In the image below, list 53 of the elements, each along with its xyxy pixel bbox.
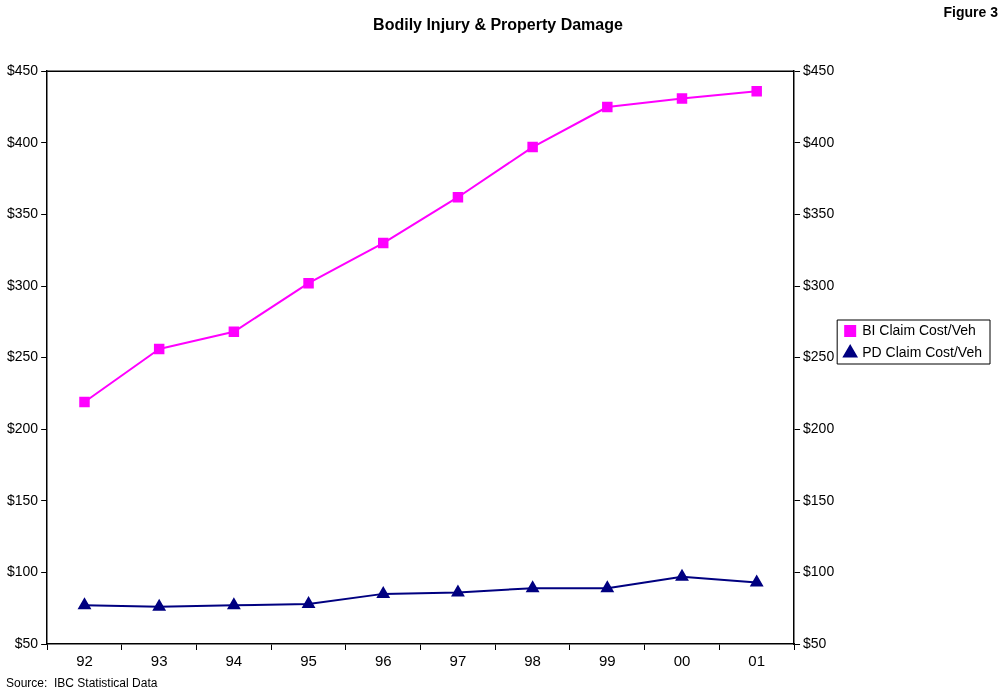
point [675,569,689,581]
caption: Figure 3 [943,3,999,20]
x-tick-label: 94 [225,652,243,670]
point [750,575,763,587]
point [602,101,613,113]
point [452,191,464,203]
y2-tick-label: $200 [803,420,835,437]
chart-title: Bodily Injury & Property Damage [373,16,624,34]
point [451,585,465,597]
point [527,141,538,153]
y-tick-label: $50 [14,634,39,651]
y2-tick-label: $450 [803,62,835,79]
y-tick-label: $250 [6,348,39,365]
x-tick-label: 92 [76,652,93,670]
y-tick-label: $450 [6,62,39,79]
x-tick-label: 00 [673,652,691,670]
x-tick-label: 93 [150,652,168,670]
y-tick-label: $300 [6,276,39,293]
point [153,343,165,355]
x-tick-label: 99 [598,652,616,670]
point [377,586,390,598]
point [676,93,688,104]
point [526,581,539,593]
point [378,237,389,249]
x-tick-label: 98 [524,652,541,670]
y2-tick-label: $50 [803,634,827,651]
y-tick-label: $350 [6,205,39,222]
y2-tick-label: $400 [803,133,835,150]
y2-tick-label: $250 [803,348,835,365]
y-tick-label: $400 [6,133,39,150]
y-tick-label: $150 [6,491,39,508]
point [228,326,240,338]
x-tick-label: 01 [748,652,766,670]
point [152,599,166,611]
y-tick-label: $100 [6,563,39,580]
y2-tick-label: $100 [803,563,835,580]
point [227,598,241,610]
source-note: Source: IBC Statistical Data [6,676,158,691]
legend-label: BI Claim Cost/Veh [862,321,976,338]
y2-tick-label: $150 [803,491,835,508]
y-tick-label: $200 [6,420,39,437]
point [751,86,762,97]
x-tick-label: 95 [300,652,317,670]
y2-tick-label: $350 [803,205,835,222]
point [78,598,91,610]
point [79,396,90,408]
legend-label: PD Claim Cost/Veh [862,343,983,360]
point [303,277,314,289]
point [601,581,614,593]
x-tick-label: 96 [374,652,392,670]
point [302,596,315,608]
y2-tick-label: $300 [803,276,835,293]
x-tick-label: 97 [449,652,467,670]
